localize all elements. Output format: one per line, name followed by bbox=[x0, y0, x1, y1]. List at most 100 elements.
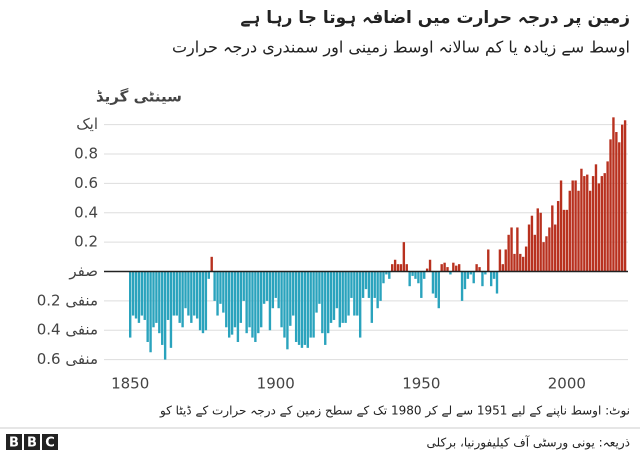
bar bbox=[271, 271, 275, 309]
logo-letter: B bbox=[27, 436, 37, 451]
bar bbox=[335, 271, 339, 309]
note: نوٹ: اوسط ناپنے کے لیے 1951 سے لے کر 198… bbox=[159, 404, 630, 419]
bar bbox=[600, 176, 603, 272]
bar bbox=[417, 271, 420, 284]
bar bbox=[522, 256, 525, 272]
bar bbox=[457, 264, 461, 272]
bar bbox=[478, 267, 481, 272]
bar bbox=[213, 271, 216, 301]
bar bbox=[452, 262, 455, 272]
bar bbox=[286, 271, 289, 350]
bar bbox=[376, 271, 379, 309]
bar bbox=[297, 271, 301, 345]
y-tick-label: 0.8 bbox=[74, 145, 98, 163]
bar bbox=[484, 271, 487, 275]
bar bbox=[382, 271, 385, 284]
bar bbox=[440, 264, 443, 272]
bar bbox=[469, 271, 472, 275]
bar bbox=[388, 271, 391, 279]
logo-letter: C bbox=[45, 436, 55, 451]
bar bbox=[294, 271, 298, 342]
bar bbox=[364, 271, 368, 290]
bar bbox=[137, 271, 141, 323]
bar bbox=[519, 253, 522, 272]
bar bbox=[533, 234, 537, 272]
bar bbox=[245, 271, 248, 334]
bar bbox=[306, 271, 309, 348]
bar bbox=[408, 271, 411, 287]
y-axis-label: سینٹی گریڈ bbox=[96, 88, 182, 106]
bar bbox=[143, 271, 146, 320]
bar bbox=[577, 190, 580, 272]
bar bbox=[554, 224, 557, 272]
bar bbox=[501, 264, 505, 272]
bar bbox=[455, 265, 458, 272]
y-tick-label: منفی 0.2 bbox=[37, 291, 98, 309]
bar bbox=[542, 242, 545, 272]
bar bbox=[513, 253, 516, 272]
bar bbox=[548, 227, 551, 272]
bar bbox=[405, 264, 408, 272]
bar bbox=[530, 215, 534, 272]
bar bbox=[341, 271, 344, 323]
bar bbox=[274, 271, 277, 298]
bar bbox=[198, 271, 202, 331]
bar bbox=[326, 271, 330, 334]
bar bbox=[172, 271, 176, 316]
bar bbox=[248, 271, 251, 328]
bar bbox=[498, 249, 502, 272]
bar bbox=[481, 271, 484, 287]
bar bbox=[268, 271, 272, 331]
bar bbox=[586, 174, 589, 272]
bar bbox=[420, 271, 423, 298]
bar bbox=[370, 271, 374, 323]
bar bbox=[175, 271, 178, 316]
bar bbox=[425, 268, 429, 272]
bar bbox=[379, 271, 382, 301]
y-tick-label: 0.2 bbox=[74, 233, 98, 251]
bar bbox=[396, 264, 400, 272]
bar bbox=[134, 271, 138, 319]
bar bbox=[193, 271, 196, 316]
bar bbox=[210, 256, 213, 272]
bar bbox=[251, 271, 254, 338]
bar bbox=[324, 271, 327, 345]
bar bbox=[254, 271, 257, 342]
bar bbox=[393, 259, 397, 272]
bar bbox=[460, 271, 464, 301]
bar bbox=[152, 271, 155, 328]
bar bbox=[437, 271, 440, 309]
bar bbox=[559, 180, 563, 272]
logo-letter: B bbox=[9, 436, 19, 451]
bar bbox=[190, 271, 193, 323]
bar bbox=[606, 161, 609, 272]
bar bbox=[260, 271, 263, 328]
bar bbox=[466, 271, 470, 279]
bar bbox=[571, 180, 574, 272]
bar bbox=[239, 271, 243, 323]
bar bbox=[262, 271, 266, 304]
bar bbox=[385, 271, 388, 275]
chart-title: زمین پر درجہ حرارت میں اضافہ ہوتا جا رہا… bbox=[240, 8, 630, 28]
bar bbox=[565, 209, 569, 272]
bar bbox=[131, 271, 135, 316]
bar bbox=[149, 271, 152, 353]
y-tick-label: منفی 0.4 bbox=[37, 321, 98, 339]
bar bbox=[289, 271, 292, 326]
x-tick-label: 1900 bbox=[257, 375, 295, 393]
bar bbox=[446, 267, 449, 272]
bar bbox=[609, 139, 612, 272]
bar bbox=[618, 142, 621, 272]
bar bbox=[399, 264, 403, 272]
bar bbox=[423, 271, 426, 279]
bar bbox=[222, 271, 225, 313]
source: ذریعہ: یونی ورسٹی آف کیلیفورنیا، برکلی bbox=[427, 435, 630, 451]
bar bbox=[277, 271, 280, 309]
bar bbox=[292, 271, 295, 316]
y-tick-label: 0.6 bbox=[74, 174, 98, 192]
bar bbox=[158, 271, 161, 334]
bar bbox=[265, 271, 269, 301]
bar bbox=[201, 271, 205, 334]
bar bbox=[507, 234, 510, 272]
bar bbox=[329, 271, 333, 323]
